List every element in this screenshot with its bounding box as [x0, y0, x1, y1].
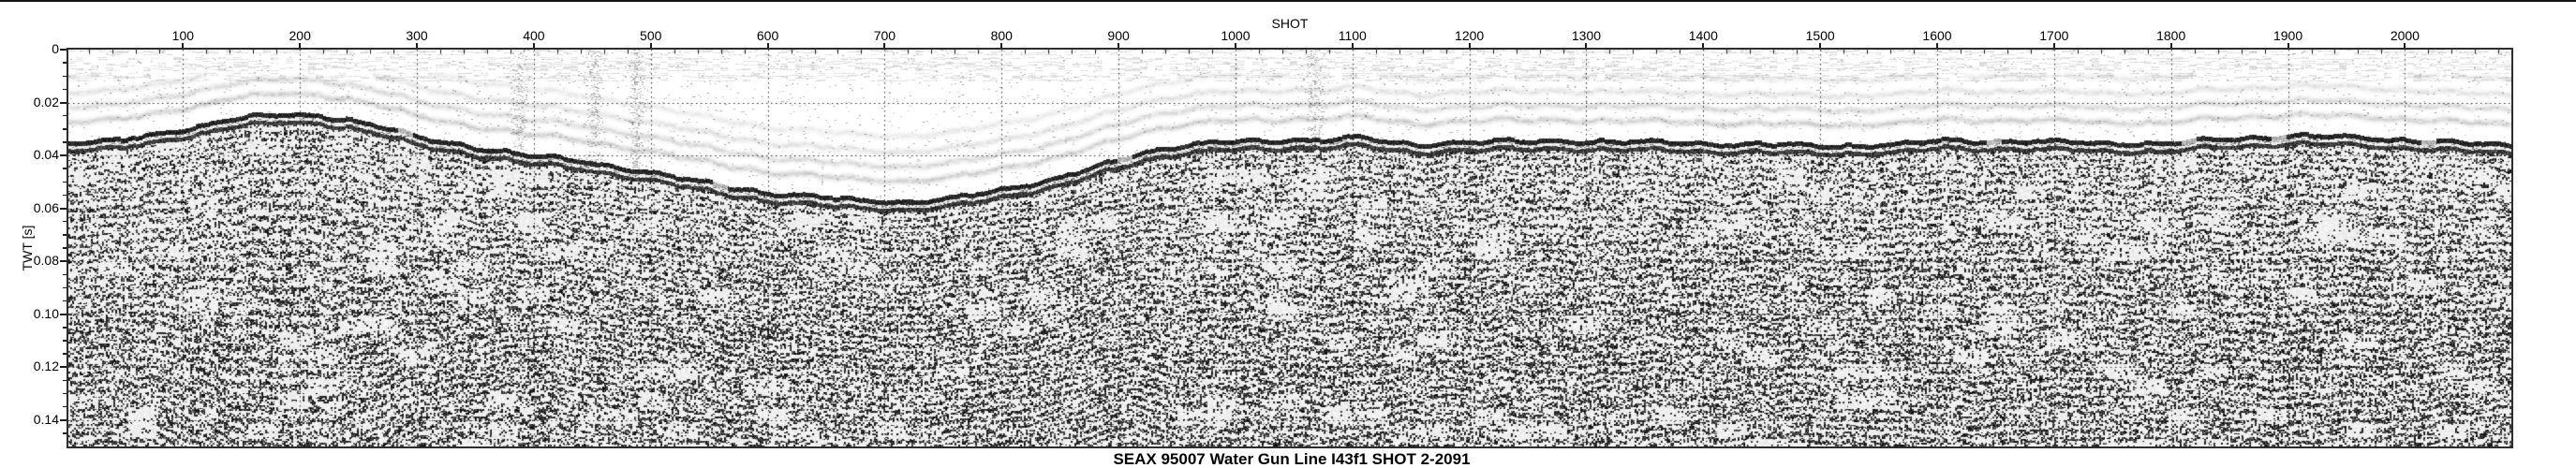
y-minor-tick-mark: [63, 141, 67, 143]
x-tick-label: 900: [1107, 28, 1130, 43]
y-tick-mark: [60, 207, 67, 210]
x-tick-label: 1100: [1338, 28, 1367, 43]
y-minor-tick-mark: [63, 353, 67, 355]
x-tick-mark: [299, 43, 302, 48]
y-tick-mark: [60, 366, 67, 369]
y-minor-tick-mark: [63, 114, 67, 117]
y-minor-tick-mark: [63, 286, 67, 289]
y-minor-tick-mark: [63, 181, 67, 183]
x-tick-mark: [1000, 43, 1003, 48]
x-tick-label: 1300: [1571, 28, 1602, 43]
x-tick-mark: [1936, 43, 1938, 48]
y-tick-mark: [60, 418, 67, 421]
y-tick-label: 0.02: [33, 94, 59, 110]
figure-title: SEAX 95007 Water Gun Line I43f1 SHOT 2-2…: [1113, 450, 1471, 468]
x-tick-mark: [1234, 43, 1236, 48]
y-minor-tick-mark: [63, 168, 67, 169]
x-tick-label: 300: [406, 28, 428, 43]
y-minor-tick-mark: [63, 273, 67, 276]
x-tick-mark: [532, 43, 535, 48]
y-minor-tick-mark: [63, 234, 67, 236]
y-tick-label: 0.10: [33, 305, 59, 321]
x-tick-label: 200: [289, 28, 311, 43]
x-tick-mark: [2169, 43, 2172, 48]
x-tick-label: 100: [171, 28, 195, 43]
x-tick-mark: [2287, 43, 2289, 48]
x-tick-label: 400: [523, 28, 545, 43]
x-tick-mark: [182, 43, 185, 48]
x-tick-mark: [1468, 43, 1471, 48]
x-axis-title: SHOT: [1271, 16, 1309, 31]
y-minor-tick-mark: [63, 392, 67, 395]
x-tick-mark: [1351, 43, 1354, 48]
x-tick-mark: [1585, 43, 1588, 48]
x-tick-mark: [1819, 43, 1822, 48]
x-tick-label: 700: [873, 28, 896, 43]
x-tick-label: 1700: [2039, 28, 2069, 43]
x-tick-label: 1400: [1688, 28, 1718, 43]
y-tick-label: 0.14: [33, 411, 59, 427]
x-tick-label: 1800: [2156, 28, 2186, 43]
top-rule: [0, 0, 2576, 2]
x-tick-label: 1000: [1221, 28, 1251, 43]
x-tick-label: 500: [640, 28, 662, 43]
x-tick-mark: [416, 43, 419, 48]
y-tick-mark: [60, 154, 67, 157]
x-tick-mark: [649, 43, 652, 48]
x-tick-label: 1200: [1455, 28, 1485, 43]
x-tick-label: 2000: [2390, 28, 2420, 43]
y-tick-label: 0.12: [33, 358, 59, 374]
y-minor-tick-mark: [63, 128, 67, 130]
y-minor-tick-mark: [63, 62, 67, 64]
x-tick-mark: [1702, 43, 1705, 48]
y-minor-tick-mark: [63, 432, 67, 434]
x-tick-mark: [2052, 43, 2055, 48]
x-tick-mark: [883, 43, 886, 48]
y-tick-label: 0.08: [33, 253, 59, 269]
x-tick-label: 1500: [1805, 28, 1835, 43]
y-minor-tick-mark: [63, 194, 67, 197]
y-tick-mark: [60, 313, 67, 315]
x-tick-label: 800: [990, 28, 1013, 43]
x-tick-mark: [2404, 43, 2406, 48]
seismic-image: [68, 50, 2511, 446]
y-minor-tick-mark: [63, 75, 67, 78]
y-minor-tick-mark: [63, 88, 67, 91]
y-minor-tick-mark: [63, 379, 67, 382]
y-tick-mark: [60, 49, 67, 51]
x-tick-label: 1600: [1922, 28, 1952, 43]
y-minor-tick-mark: [63, 220, 67, 223]
y-minor-tick-mark: [63, 405, 67, 408]
y-minor-tick-mark: [63, 327, 67, 329]
x-tick-label: 600: [756, 28, 779, 43]
y-tick-label: 0.04: [33, 147, 59, 163]
y-tick-mark: [60, 260, 67, 263]
y-tick-mark: [60, 101, 67, 104]
x-tick-mark: [766, 43, 769, 48]
y-tick-label: 0: [52, 41, 59, 56]
x-tick-mark: [1118, 43, 1120, 48]
y-tick-label: 0.06: [33, 199, 59, 215]
x-tick-label: 1900: [2273, 28, 2303, 43]
y-minor-tick-mark: [63, 300, 67, 302]
y-minor-tick-mark: [63, 247, 67, 249]
plot-area: [67, 48, 2513, 448]
y-minor-tick-mark: [63, 340, 67, 342]
